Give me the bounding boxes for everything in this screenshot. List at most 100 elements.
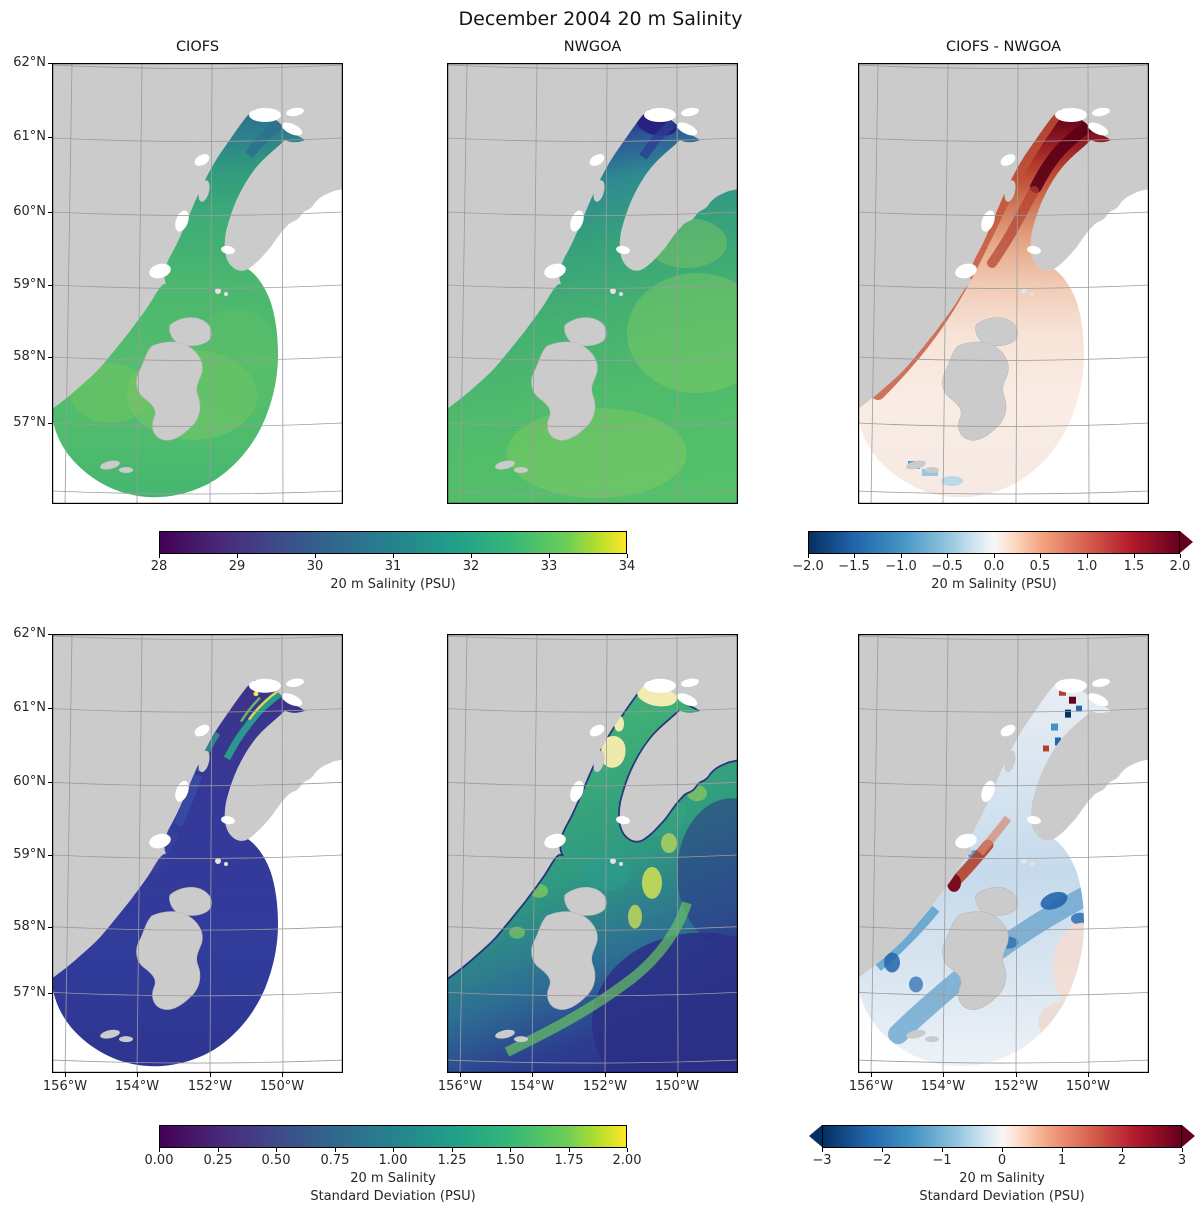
panel-title-ciofs: CIOFS	[175, 39, 220, 55]
panel-border	[52, 63, 343, 504]
colorbar-tick	[276, 1148, 277, 1152]
lat-tick-label: 61°N	[13, 129, 46, 144]
colorbar-tick	[393, 1148, 394, 1152]
colorbar-label-line1: 20 m Salinity	[350, 1171, 436, 1186]
axis-tick	[48, 357, 52, 358]
axis-tick	[282, 1073, 283, 1077]
lon-tick-label: 156°W	[42, 1079, 88, 1094]
axis-tick	[48, 708, 52, 709]
axis-tick	[48, 63, 52, 64]
colorbar-tick	[854, 554, 855, 558]
axis-tick	[48, 634, 52, 635]
lat-tick-label: 57°N	[13, 985, 46, 1000]
map-std-difference	[858, 634, 1149, 1073]
colorbar-tick-label: 2.0	[1169, 559, 1191, 574]
lat-tick-label: 60°N	[13, 204, 46, 219]
colorbar-salinity-diff	[808, 531, 1180, 554]
lon-tick-label: 156°W	[437, 1079, 483, 1094]
colorbar-tick	[1040, 554, 1041, 558]
colorbar-tick-label: 1.00	[378, 1153, 408, 1168]
map-ciofs-std	[52, 634, 343, 1073]
lat-tick-label: 58°N	[13, 919, 46, 934]
colorbar-tick	[569, 1148, 570, 1152]
colorbar-tick-label: 29	[228, 559, 246, 574]
lon-tick-label: 152°W	[993, 1079, 1039, 1094]
colorbar-tick-label: −1.5	[838, 559, 870, 574]
colorbar-tick-label: 0.0	[983, 559, 1005, 574]
map-nwgoa-salinity	[447, 63, 738, 504]
lon-tick-label: 156°W	[848, 1079, 894, 1094]
colorbar-tick-label: −2	[872, 1153, 892, 1168]
axis-tick	[48, 137, 52, 138]
axis-tick	[48, 993, 52, 994]
colorbar-tick-label: 34	[618, 559, 636, 574]
colorbar-tick	[1062, 1148, 1063, 1152]
colorbar-tick-label: 2.00	[612, 1153, 642, 1168]
colorbar-tick-label: 0	[997, 1153, 1007, 1168]
colorbar-tick	[549, 554, 550, 558]
lat-tick-label: 60°N	[13, 774, 46, 789]
colorbar-extend-arrow-right	[1182, 1125, 1195, 1147]
lat-tick-label: 62°N	[13, 55, 46, 70]
colorbar-tick	[510, 1148, 511, 1152]
colorbar-tick	[808, 554, 809, 558]
map-salinity-difference	[858, 63, 1149, 504]
colorbar-std	[159, 1125, 627, 1148]
colorbar-tick-label: 1.25	[437, 1153, 467, 1168]
colorbar-tick-label: 0.50	[261, 1153, 291, 1168]
colorbar-tick	[942, 1148, 943, 1152]
lat-tick-label: 57°N	[13, 415, 46, 430]
colorbar-tick	[627, 1148, 628, 1152]
lon-tick-label: 152°W	[582, 1079, 628, 1094]
colorbar-tick	[218, 1148, 219, 1152]
axis-tick	[1088, 1073, 1089, 1077]
colorbar-tick-label: 33	[540, 559, 558, 574]
colorbar-tick	[1087, 554, 1088, 558]
colorbar-label-line2: Standard Deviation (PSU)	[919, 1189, 1085, 1204]
lat-tick-label: 59°N	[13, 277, 46, 292]
colorbar-tick	[1182, 1148, 1183, 1152]
lat-tick-label: 61°N	[13, 700, 46, 715]
lon-tick-label: 154°W	[509, 1079, 555, 1094]
colorbar-tick-label: 30	[306, 559, 324, 574]
axis-tick	[460, 1073, 461, 1077]
colorbar-tick-label: −1	[932, 1153, 952, 1168]
colorbar-salinity	[159, 531, 627, 554]
colorbar-tick-label: 1.0	[1076, 559, 1098, 574]
colorbar-tick	[471, 554, 472, 558]
axis-tick	[605, 1073, 606, 1077]
lon-tick-label: 150°W	[259, 1079, 305, 1094]
colorbar-tick-label: 1.50	[495, 1153, 525, 1168]
colorbar-tick	[822, 1148, 823, 1152]
colorbar-label: 20 m Salinity (PSU)	[330, 577, 456, 592]
axis-tick	[137, 1073, 138, 1077]
axis-tick	[210, 1073, 211, 1077]
figure-title: December 2004 20 m Salinity	[458, 8, 743, 30]
axis-tick	[48, 212, 52, 213]
lon-tick-label: 150°W	[1065, 1079, 1111, 1094]
colorbar-tick	[393, 554, 394, 558]
map-nwgoa-std	[447, 634, 738, 1073]
colorbar-tick-label: 1	[1057, 1153, 1067, 1168]
colorbar-tick-label: −2.0	[792, 559, 824, 574]
colorbar-tick-label: 0.25	[203, 1153, 233, 1168]
axis-tick	[1016, 1073, 1017, 1077]
colorbar-tick	[882, 1148, 883, 1152]
axis-tick	[48, 927, 52, 928]
panel-title-nwgoa: NWGOA	[563, 39, 622, 55]
colorbar-tick-label: 0.00	[144, 1153, 174, 1168]
colorbar-label-line2: Standard Deviation (PSU)	[310, 1189, 476, 1204]
colorbar-tick-label: 32	[462, 559, 480, 574]
colorbar-tick	[315, 554, 316, 558]
axis-tick	[532, 1073, 533, 1077]
colorbar-tick-label: −0.5	[931, 559, 963, 574]
colorbar-tick	[994, 554, 995, 558]
colorbar-tick	[1134, 554, 1135, 558]
axis-tick	[48, 855, 52, 856]
colorbar-tick	[335, 1148, 336, 1152]
colorbar-tick	[627, 554, 628, 558]
colorbar-extend-arrow-right	[1180, 531, 1193, 553]
axis-tick	[677, 1073, 678, 1077]
lon-tick-label: 154°W	[920, 1079, 966, 1094]
